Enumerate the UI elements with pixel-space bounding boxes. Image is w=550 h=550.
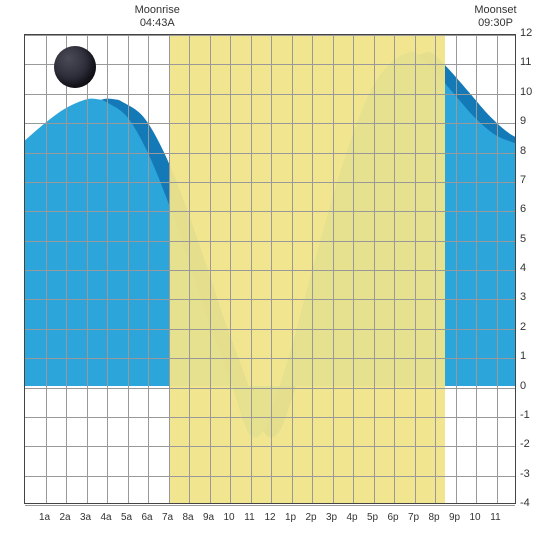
grid-v bbox=[476, 35, 477, 503]
x-tick-label: 6p bbox=[383, 512, 403, 523]
grid-h bbox=[25, 182, 515, 183]
moonset-label: Moonset09:30P bbox=[468, 4, 524, 30]
x-tick-label: 1a bbox=[35, 512, 55, 523]
grid-v bbox=[107, 35, 108, 503]
grid-v bbox=[292, 35, 293, 503]
y-tick-label: -2 bbox=[520, 438, 542, 450]
x-tick-label: 5p bbox=[363, 512, 383, 523]
moon-icon bbox=[54, 46, 96, 88]
x-tick-label: 10 bbox=[465, 512, 485, 523]
grid-h bbox=[25, 476, 515, 477]
grid-h bbox=[25, 94, 515, 95]
grid-h bbox=[25, 153, 515, 154]
y-tick-label: 9 bbox=[520, 115, 542, 127]
x-tick-label: 9a bbox=[199, 512, 219, 523]
grid-h bbox=[25, 211, 515, 212]
grid-v bbox=[148, 35, 149, 503]
grid-h bbox=[25, 388, 515, 389]
grid-h bbox=[25, 270, 515, 271]
tide-chart bbox=[24, 34, 516, 504]
x-tick-label: 3a bbox=[76, 512, 96, 523]
y-tick-label: 4 bbox=[520, 262, 542, 274]
y-tick-label: -4 bbox=[520, 497, 542, 509]
grid-v bbox=[87, 35, 88, 503]
y-tick-label: 1 bbox=[520, 350, 542, 362]
grid-v bbox=[456, 35, 457, 503]
x-tick-label: 7p bbox=[404, 512, 424, 523]
grid-h bbox=[25, 299, 515, 300]
moonrise-label: Moonrise04:43A bbox=[129, 4, 185, 30]
grid-v bbox=[415, 35, 416, 503]
x-tick-label: 5a bbox=[117, 512, 137, 523]
grid-h bbox=[25, 505, 515, 506]
y-tick-label: 0 bbox=[520, 380, 542, 392]
x-tick-label: 2a bbox=[55, 512, 75, 523]
grid-v bbox=[189, 35, 190, 503]
y-tick-label: 5 bbox=[520, 233, 542, 245]
y-tick-label: 10 bbox=[520, 86, 542, 98]
grid-v bbox=[128, 35, 129, 503]
grid-h bbox=[25, 358, 515, 359]
y-tick-label: -3 bbox=[520, 468, 542, 480]
grid-h bbox=[25, 417, 515, 418]
y-tick-label: 2 bbox=[520, 321, 542, 333]
x-tick-label: 8a bbox=[178, 512, 198, 523]
grid-v bbox=[66, 35, 67, 503]
x-tick-label: 11 bbox=[240, 512, 260, 523]
x-tick-label: 1p bbox=[281, 512, 301, 523]
grid-v bbox=[497, 35, 498, 503]
y-tick-label: 11 bbox=[520, 56, 542, 68]
x-tick-label: 7a bbox=[158, 512, 178, 523]
x-tick-label: 2p bbox=[301, 512, 321, 523]
grid-v bbox=[353, 35, 354, 503]
grid-h bbox=[25, 35, 515, 36]
y-tick-label: -1 bbox=[520, 409, 542, 421]
plot-area bbox=[24, 34, 516, 504]
grid-v bbox=[169, 35, 170, 503]
grid-h bbox=[25, 123, 515, 124]
grid-v bbox=[230, 35, 231, 503]
y-tick-label: 8 bbox=[520, 145, 542, 157]
grid-v bbox=[435, 35, 436, 503]
grid-h bbox=[25, 241, 515, 242]
x-tick-label: 4a bbox=[96, 512, 116, 523]
x-tick-label: 3p bbox=[322, 512, 342, 523]
grid-v bbox=[251, 35, 252, 503]
x-tick-label: 4p bbox=[342, 512, 362, 523]
grid-v bbox=[210, 35, 211, 503]
x-tick-label: 10 bbox=[219, 512, 239, 523]
grid-v bbox=[46, 35, 47, 503]
x-tick-label: 9p bbox=[445, 512, 465, 523]
y-tick-label: 6 bbox=[520, 203, 542, 215]
grid-h bbox=[25, 446, 515, 447]
x-tick-label: 11 bbox=[486, 512, 506, 523]
grid-v bbox=[374, 35, 375, 503]
grid-v bbox=[333, 35, 334, 503]
x-tick-label: 6a bbox=[137, 512, 157, 523]
y-tick-label: 3 bbox=[520, 291, 542, 303]
grid-v bbox=[394, 35, 395, 503]
y-tick-label: 7 bbox=[520, 174, 542, 186]
grid-h bbox=[25, 64, 515, 65]
grid-h bbox=[25, 329, 515, 330]
grid-v bbox=[312, 35, 313, 503]
grid-v bbox=[271, 35, 272, 503]
x-tick-label: 12 bbox=[260, 512, 280, 523]
x-tick-label: 8p bbox=[424, 512, 444, 523]
